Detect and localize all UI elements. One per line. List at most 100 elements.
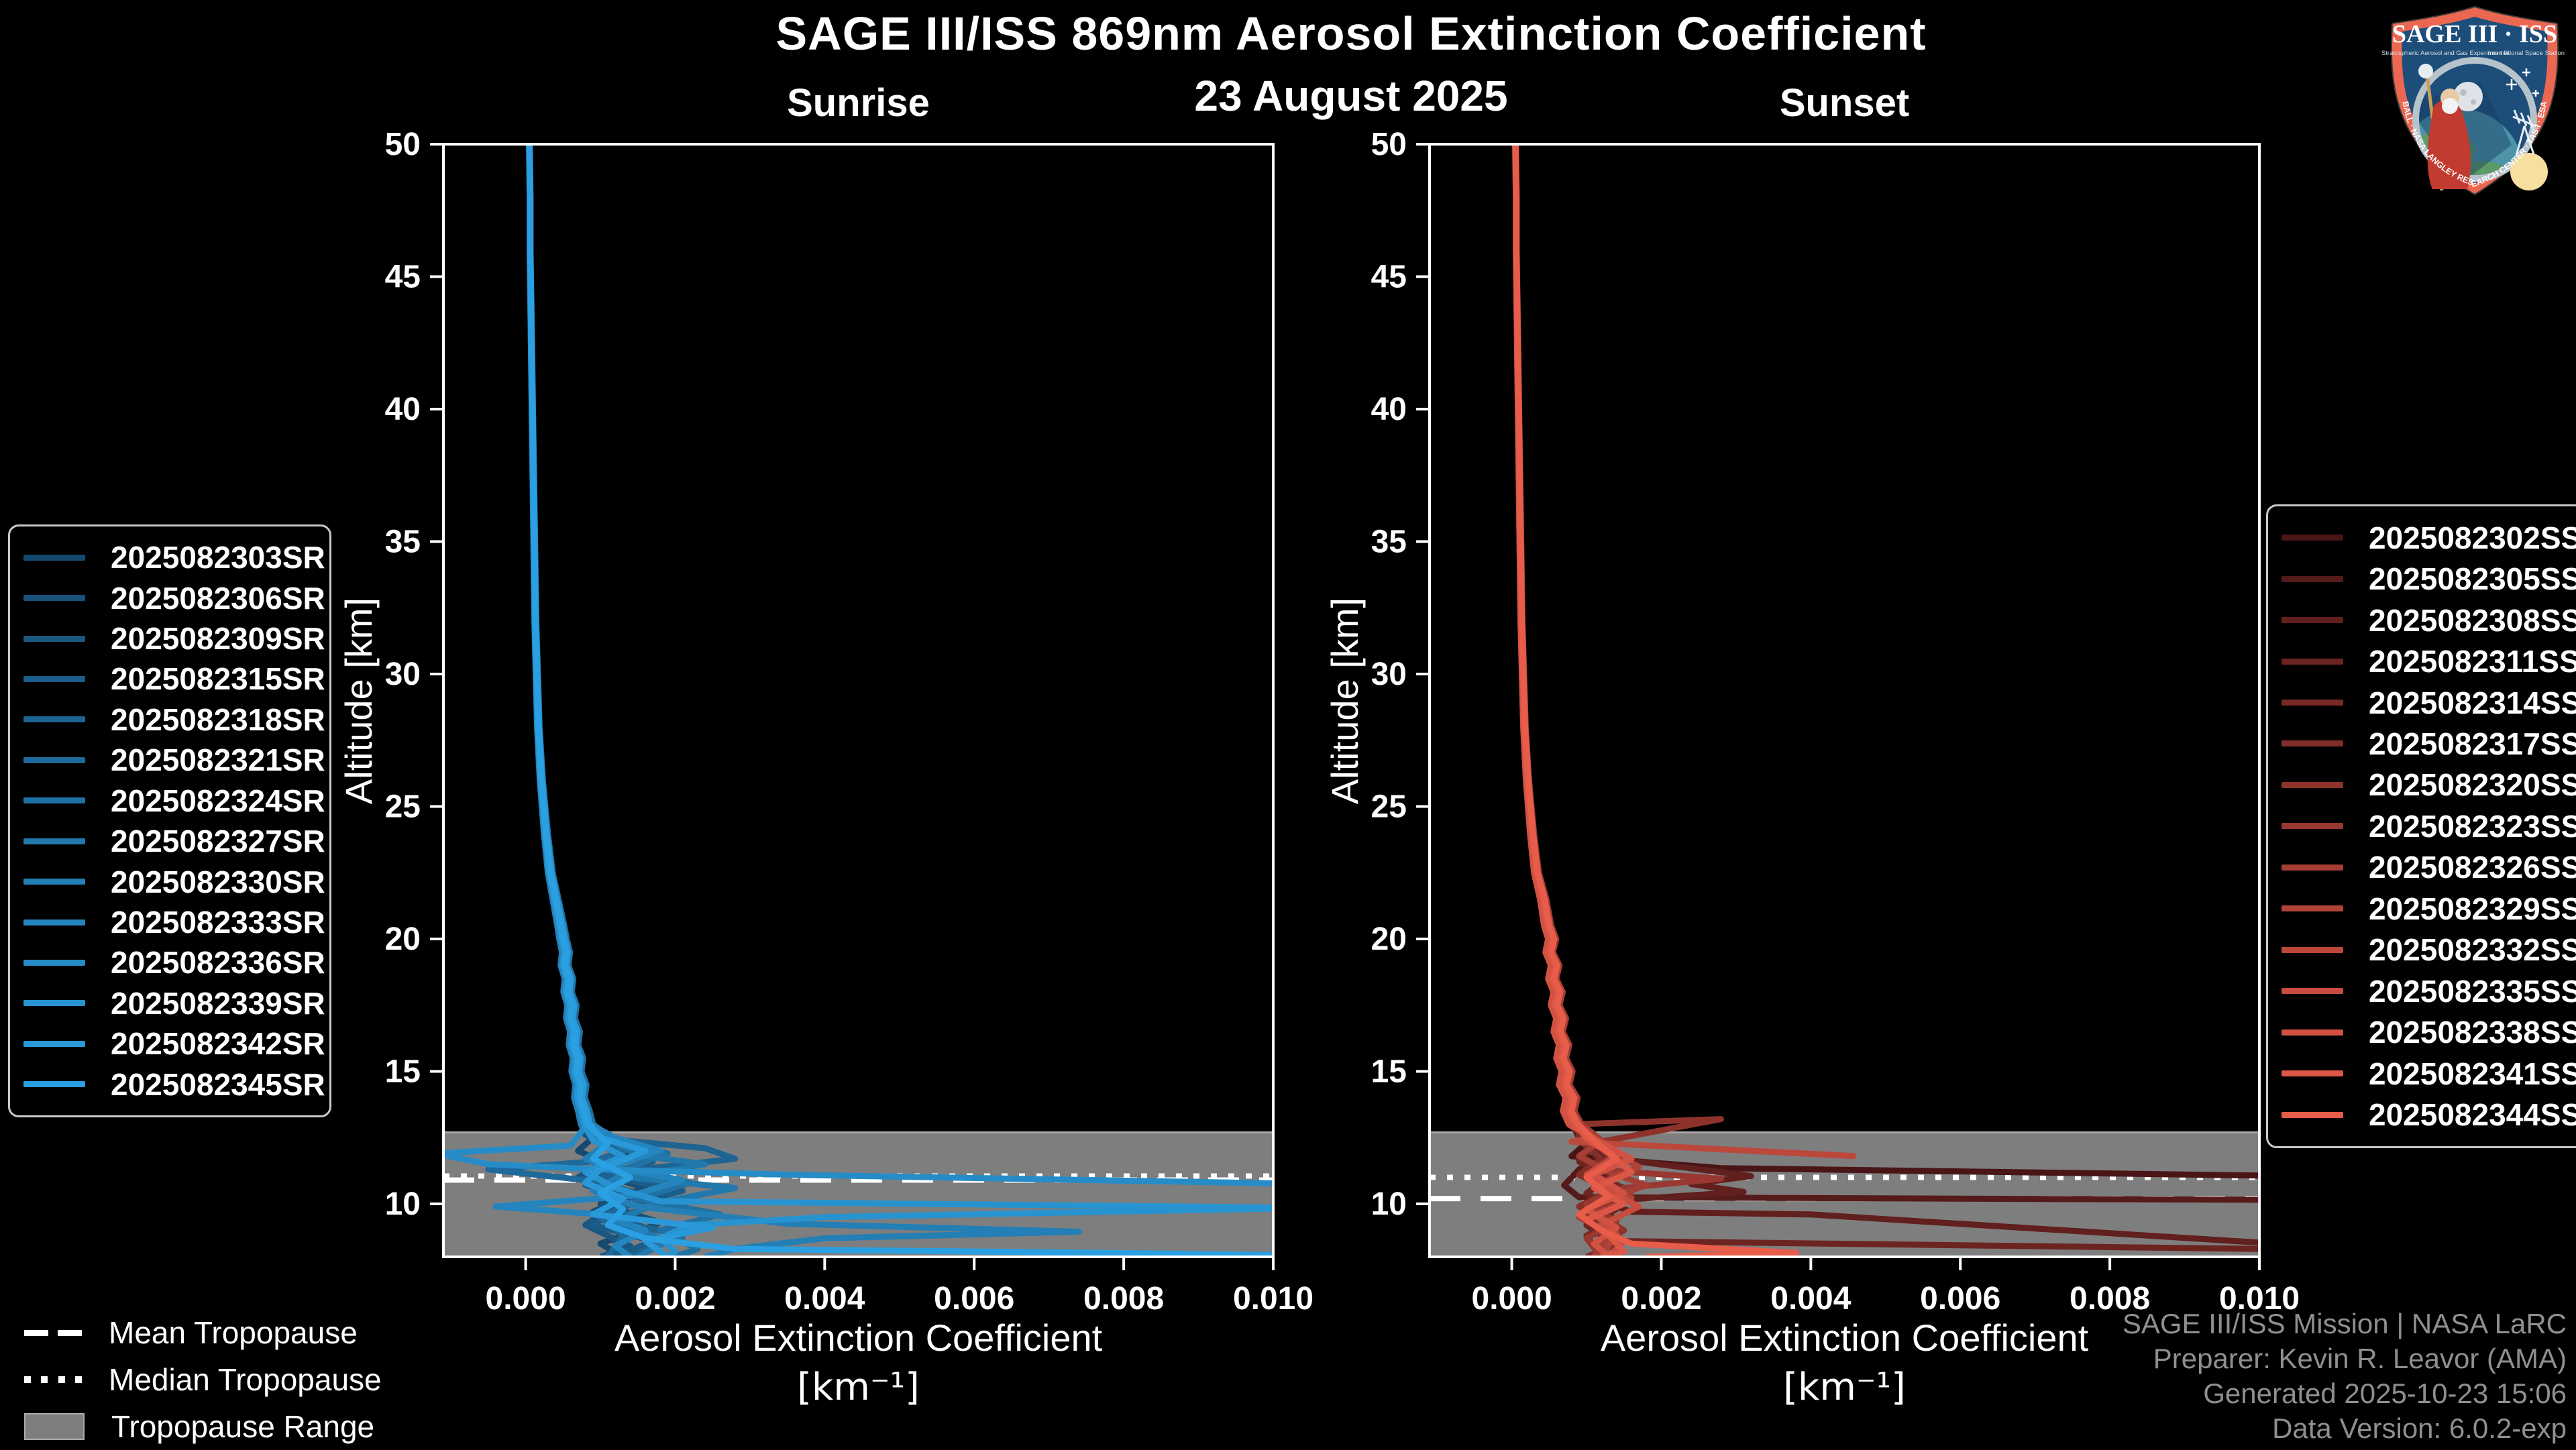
profile-line-2025082329SS bbox=[1512, 144, 1642, 1257]
sunrise-plot: 0.000 0.002 0.004 0.006 0.008 0.010 10 15 20 25 30… bbox=[385, 127, 1313, 1317]
legend-item: 2025082318SR bbox=[23, 700, 325, 739]
legend-label: 2025082333SR bbox=[111, 905, 325, 940]
legend-item: 2025082335SS bbox=[2282, 972, 2576, 1011]
legend-line-swatch bbox=[2282, 823, 2343, 830]
legend-line-swatch bbox=[23, 554, 85, 561]
legend-line-swatch bbox=[23, 757, 85, 763]
legend-item: 2025082323SS bbox=[2282, 807, 2576, 846]
page-title: SAGE III/ISS 869nm Aerosol Extinction Co… bbox=[775, 7, 1927, 60]
sage-iss-mission-patch-logo: SAGE III · ISS Stratospheric Aerosol and… bbox=[2381, 5, 2565, 196]
legend-item: 2025082333SR bbox=[23, 903, 325, 942]
legend-line-swatch bbox=[23, 797, 85, 804]
profile-line-2025082332SS bbox=[1512, 144, 1856, 1160]
y-tick-label: 50 bbox=[1371, 127, 1407, 162]
legend-label: 2025082339SR bbox=[111, 985, 325, 1021]
profile-line-2025082311SS bbox=[1512, 144, 2259, 1252]
legend-line-swatch bbox=[2282, 946, 2343, 953]
x-tick-label: 0.004 bbox=[1770, 1281, 1851, 1317]
legend-item: 2025082342SR bbox=[23, 1024, 325, 1063]
x-tick-label: 0.004 bbox=[784, 1281, 865, 1317]
median-tropopause-legend-item: Median Tropopause bbox=[24, 1356, 382, 1403]
legend-line-swatch bbox=[23, 1081, 85, 1088]
legend-label: 2025082314SS bbox=[2369, 685, 2576, 720]
legend-item: 2025082338SS bbox=[2282, 1013, 2576, 1052]
sunset-x-axis-label: Aerosol Extinction Coefficient [km⁻¹] bbox=[1430, 1313, 2259, 1412]
profile-line-2025082344SS bbox=[1512, 144, 1799, 1257]
profile-line-2025082342SR bbox=[526, 144, 716, 1257]
y-tick-label: 10 bbox=[385, 1186, 421, 1222]
legend-label: 2025082302SS bbox=[2369, 520, 2576, 555]
tropopause-range-legend-item: Tropopause Range bbox=[24, 1403, 382, 1450]
median-tropopause-dotted-swatch bbox=[24, 1376, 82, 1383]
profile-line-2025082308SS bbox=[1512, 144, 2259, 1246]
legend-item: 2025082305SS bbox=[2282, 559, 2576, 598]
legend-label: 2025082327SR bbox=[111, 824, 325, 859]
legend-item: 2025082303SR bbox=[23, 538, 325, 577]
legend-line-swatch bbox=[2282, 740, 2343, 747]
patch-subtitle-left: Stratospheric Aerosol and Gas Experiment… bbox=[2381, 50, 2509, 57]
plot-area bbox=[1430, 144, 2259, 1257]
legend-line-swatch bbox=[23, 1000, 85, 1007]
x-tick-label: 0.008 bbox=[2070, 1281, 2150, 1317]
legend-line-swatch bbox=[2282, 864, 2343, 871]
legend-line-swatch bbox=[2282, 1070, 2343, 1077]
legend-line-swatch bbox=[2282, 988, 2343, 995]
patch-stars bbox=[2506, 68, 2539, 97]
legend-item: 2025082344SS bbox=[2282, 1095, 2576, 1134]
legend-label: 2025082306SR bbox=[111, 580, 325, 616]
patch-sage-figure bbox=[2418, 64, 2471, 191]
date-subtitle: 23 August 2025 bbox=[1194, 72, 1508, 120]
y-tick-label: 15 bbox=[1371, 1054, 1407, 1090]
profile-line-2025082335SS bbox=[1512, 144, 1642, 1257]
profile-line-2025082345SR bbox=[526, 144, 1273, 1257]
legend-item: 2025082314SS bbox=[2282, 683, 2576, 722]
y-tick-label: 10 bbox=[1371, 1186, 1407, 1222]
patch-sun bbox=[2510, 153, 2548, 190]
legend-item: 2025082306SR bbox=[23, 579, 325, 618]
legend-item: 2025082317SS bbox=[2282, 724, 2576, 763]
x-tick-label: 0.002 bbox=[1621, 1281, 1701, 1317]
legend-item: 2025082315SR bbox=[23, 659, 325, 698]
legend-line-swatch bbox=[23, 675, 85, 682]
legend-label: 2025082324SR bbox=[111, 783, 325, 818]
credits-line: SAGE III/ISS Mission | NASA LaRC bbox=[2122, 1308, 2567, 1339]
legend-line-swatch bbox=[23, 919, 85, 926]
sunset-panel-title: Sunset bbox=[1779, 81, 1910, 125]
mean-tropopause-legend-item: Mean Tropopause bbox=[24, 1309, 382, 1356]
y-tick-label: 40 bbox=[385, 392, 421, 427]
profile-line-2025082315SR bbox=[526, 144, 686, 1257]
sunrise-panel-title: Sunrise bbox=[787, 81, 930, 125]
legend-line-swatch bbox=[23, 595, 85, 602]
sunset-legend: 2025082302SS 2025082305SS 2025082308SS 2025… bbox=[2266, 504, 2576, 1148]
y-tick-label: 40 bbox=[1371, 392, 1407, 427]
x-tick-label: 0.010 bbox=[2219, 1281, 2300, 1317]
y-tick-label: 30 bbox=[1371, 657, 1407, 692]
legend-item: 2025082330SR bbox=[23, 862, 325, 901]
legend-line-swatch bbox=[23, 879, 85, 885]
legend-label: 2025082332SS bbox=[2369, 932, 2576, 968]
profile-line-2025082326SS bbox=[1513, 144, 1650, 1257]
x-axis-label-text: Aerosol Extinction Coefficient bbox=[614, 1317, 1103, 1359]
credits-block: SAGE III/ISS Mission | NASA LaRC Preparer… bbox=[2123, 1306, 2567, 1446]
legend-item: 2025082308SS bbox=[2282, 601, 2576, 640]
axes-frame bbox=[442, 143, 1275, 1258]
profile-line-2025082321SR bbox=[485, 144, 649, 1257]
legend-line-swatch bbox=[23, 1040, 85, 1047]
legend-item: 2025082329SS bbox=[2282, 889, 2576, 928]
profile-line-2025082339SR bbox=[526, 144, 1273, 1257]
y-tick-label: 45 bbox=[1371, 260, 1407, 295]
legend-label: 2025082336SR bbox=[111, 945, 325, 981]
legend-line-swatch bbox=[2282, 700, 2343, 706]
legend-item: 2025082324SR bbox=[23, 781, 325, 820]
legend-label: 2025082330SR bbox=[111, 864, 325, 899]
legend-line-swatch bbox=[2282, 1029, 2343, 1036]
legend-label: 2025082345SR bbox=[111, 1066, 325, 1102]
y-tick-label: 20 bbox=[385, 922, 421, 957]
legend-label: 2025082320SS bbox=[2369, 767, 2576, 803]
y-tick-label: 35 bbox=[1371, 524, 1407, 560]
profile-line-2025082333SR bbox=[492, 144, 686, 1257]
patch-iss bbox=[2512, 109, 2536, 156]
legend-label: 2025082309SR bbox=[111, 621, 325, 657]
y-tick-label: 15 bbox=[385, 1054, 421, 1090]
x-tick-label: 0.000 bbox=[1472, 1281, 1552, 1317]
